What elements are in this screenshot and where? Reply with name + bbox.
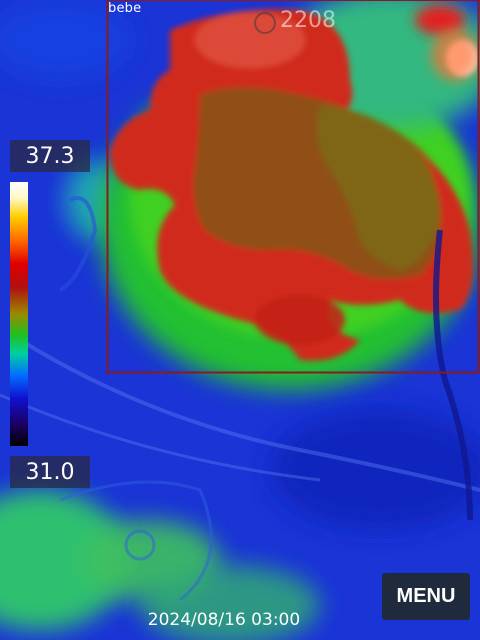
target-circle-icon	[254, 12, 276, 34]
menu-button[interactable]: MENU	[382, 573, 470, 620]
color-scale-bar	[10, 182, 28, 446]
timestamp: 2024/08/16 03:00	[147, 610, 301, 630]
roi-label: bebe	[108, 1, 142, 16]
roi-id: 2208	[280, 8, 336, 33]
max-temperature: 37.3	[10, 140, 90, 172]
min-temperature: 31.0	[10, 456, 90, 488]
roi-box	[106, 0, 480, 374]
